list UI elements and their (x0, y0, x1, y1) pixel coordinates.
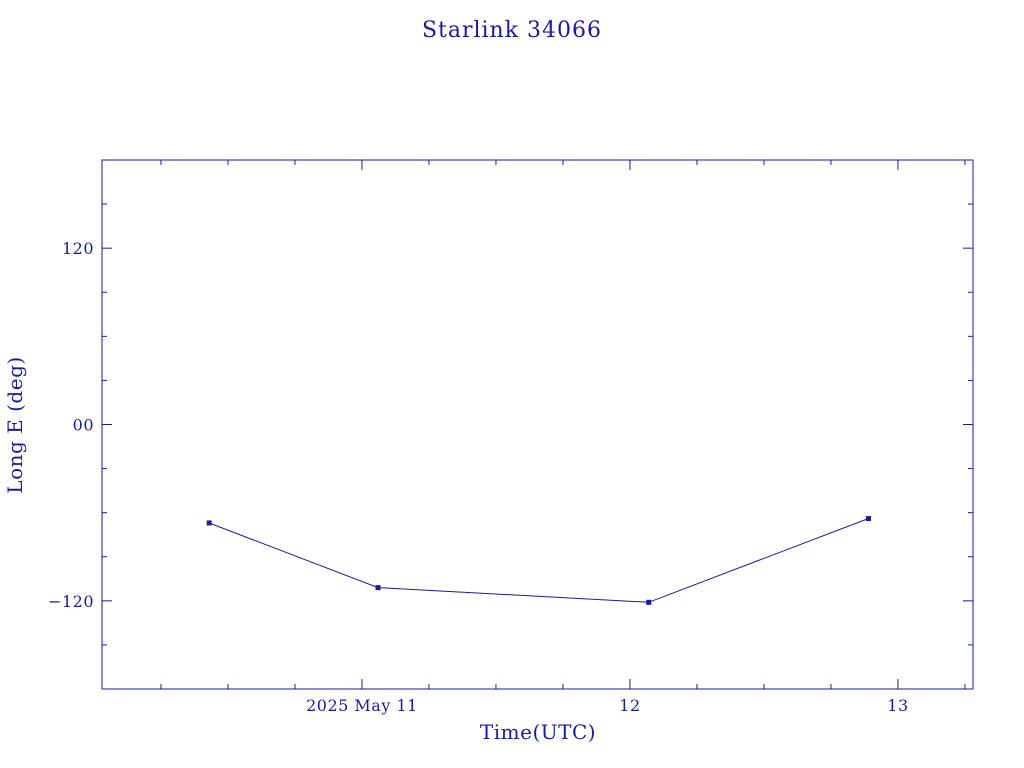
y-tick-label-0: 00 (73, 416, 94, 435)
data-point (375, 585, 381, 591)
x-tick-label-13: 13 (887, 696, 908, 715)
data-point (646, 599, 652, 605)
x-axis-label: Time(UTC) (480, 720, 596, 744)
axis-ticks (102, 160, 973, 689)
y-tick-label-120: 120 (62, 239, 94, 258)
plot-frame (101, 159, 974, 690)
series-line (209, 518, 869, 603)
data-point (865, 516, 871, 522)
data-point (206, 520, 212, 526)
y-axis-label: Long E (deg) (3, 356, 27, 493)
x-tick-label-12: 12 (619, 696, 640, 715)
y-tick-label-neg-120: −120 (48, 592, 94, 611)
series-longitude (206, 516, 871, 605)
x-tick-label-may-11: 2025 May 11 (306, 696, 418, 715)
chart-title: Starlink 34066 (422, 18, 602, 43)
